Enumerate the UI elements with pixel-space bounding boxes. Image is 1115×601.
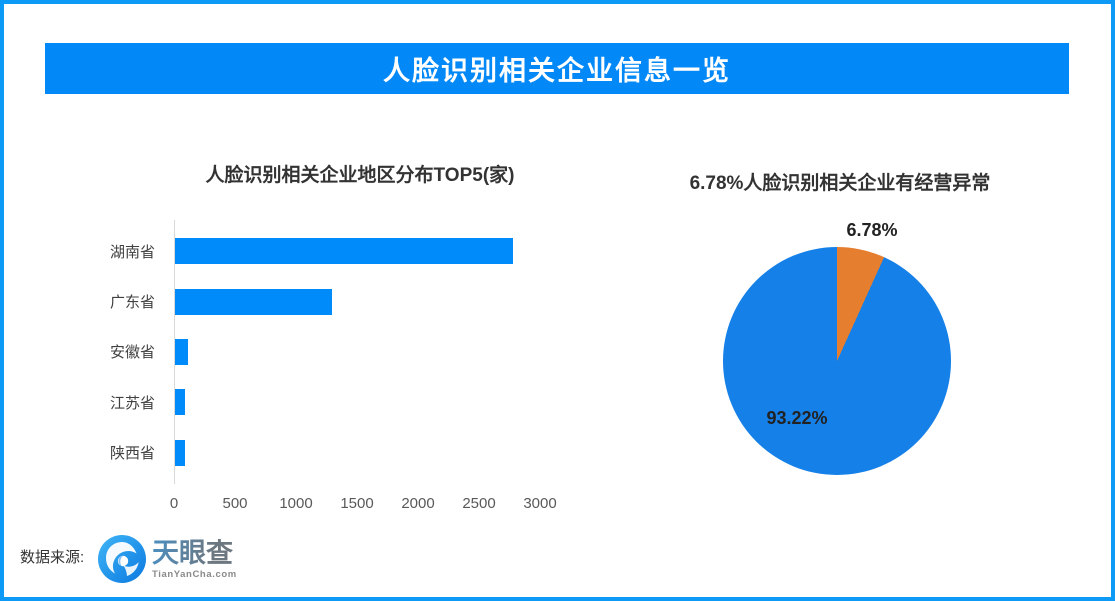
page-title-banner: 人脸识别相关企业信息一览 xyxy=(45,43,1069,94)
bar-category-label: 湖南省 xyxy=(109,243,155,261)
bar-track xyxy=(175,389,540,416)
x-tick-label: 2500 xyxy=(462,495,496,512)
bar-row: 陕西省 xyxy=(68,428,540,478)
y-axis-line xyxy=(174,220,175,484)
x-tick-label: 1000 xyxy=(279,495,313,512)
bar-row: 安徽省 xyxy=(68,327,540,377)
bar-rows: 湖南省广东省安徽省江苏省陕西省 xyxy=(68,226,540,478)
logo-text: 天眼查 TianYanCha.com xyxy=(152,539,237,580)
bar xyxy=(175,238,514,265)
page-title: 人脸识别相关企业信息一览 xyxy=(383,56,731,86)
bar-row: 广东省 xyxy=(68,276,540,326)
bar-track xyxy=(175,238,540,265)
x-tick-label: 500 xyxy=(222,495,248,512)
bar-category-label: 陕西省 xyxy=(109,445,155,463)
data-source-label: 数据来源: xyxy=(20,549,85,566)
tianyancha-logo: 天眼查 TianYanCha.com xyxy=(98,535,237,583)
bar-row: 湖南省 xyxy=(68,226,540,276)
x-tick-label: 1500 xyxy=(340,495,374,512)
x-tick-label: 0 xyxy=(169,495,179,512)
x-tick-label: 2000 xyxy=(401,495,435,512)
bar xyxy=(175,288,332,315)
x-axis: 0 500 1000 1500 2000 2500 3000 xyxy=(170,495,557,515)
bar-category-label: 江苏省 xyxy=(109,394,155,412)
tianyancha-eye-icon xyxy=(98,535,146,583)
logo-brand-url: TianYanCha.com xyxy=(152,568,237,580)
pie-chart-title: 6.78%人脸识别相关企业有经营异常 xyxy=(689,173,991,194)
bar-track xyxy=(175,338,540,365)
bar xyxy=(175,389,186,416)
bar-track xyxy=(175,439,540,466)
bar-track xyxy=(175,288,540,315)
pie-slice-label-abnormal: 6.78% xyxy=(846,220,898,240)
bar xyxy=(175,338,189,365)
pie xyxy=(723,247,951,475)
x-tick-label: 3000 xyxy=(523,495,557,512)
pie-slice-label-normal: 93.22% xyxy=(766,408,828,428)
bar-chart: 湖南省广东省安徽省江苏省陕西省 xyxy=(68,220,540,484)
bar-category-label: 广东省 xyxy=(109,294,155,312)
bar-chart-title: 人脸识别相关企业地区分布TOP5(家) xyxy=(205,165,515,186)
bar xyxy=(175,439,185,466)
logo-brand-name: 天眼查 xyxy=(152,539,237,567)
bar-row: 江苏省 xyxy=(68,377,540,427)
bar-category-label: 安徽省 xyxy=(109,344,155,362)
